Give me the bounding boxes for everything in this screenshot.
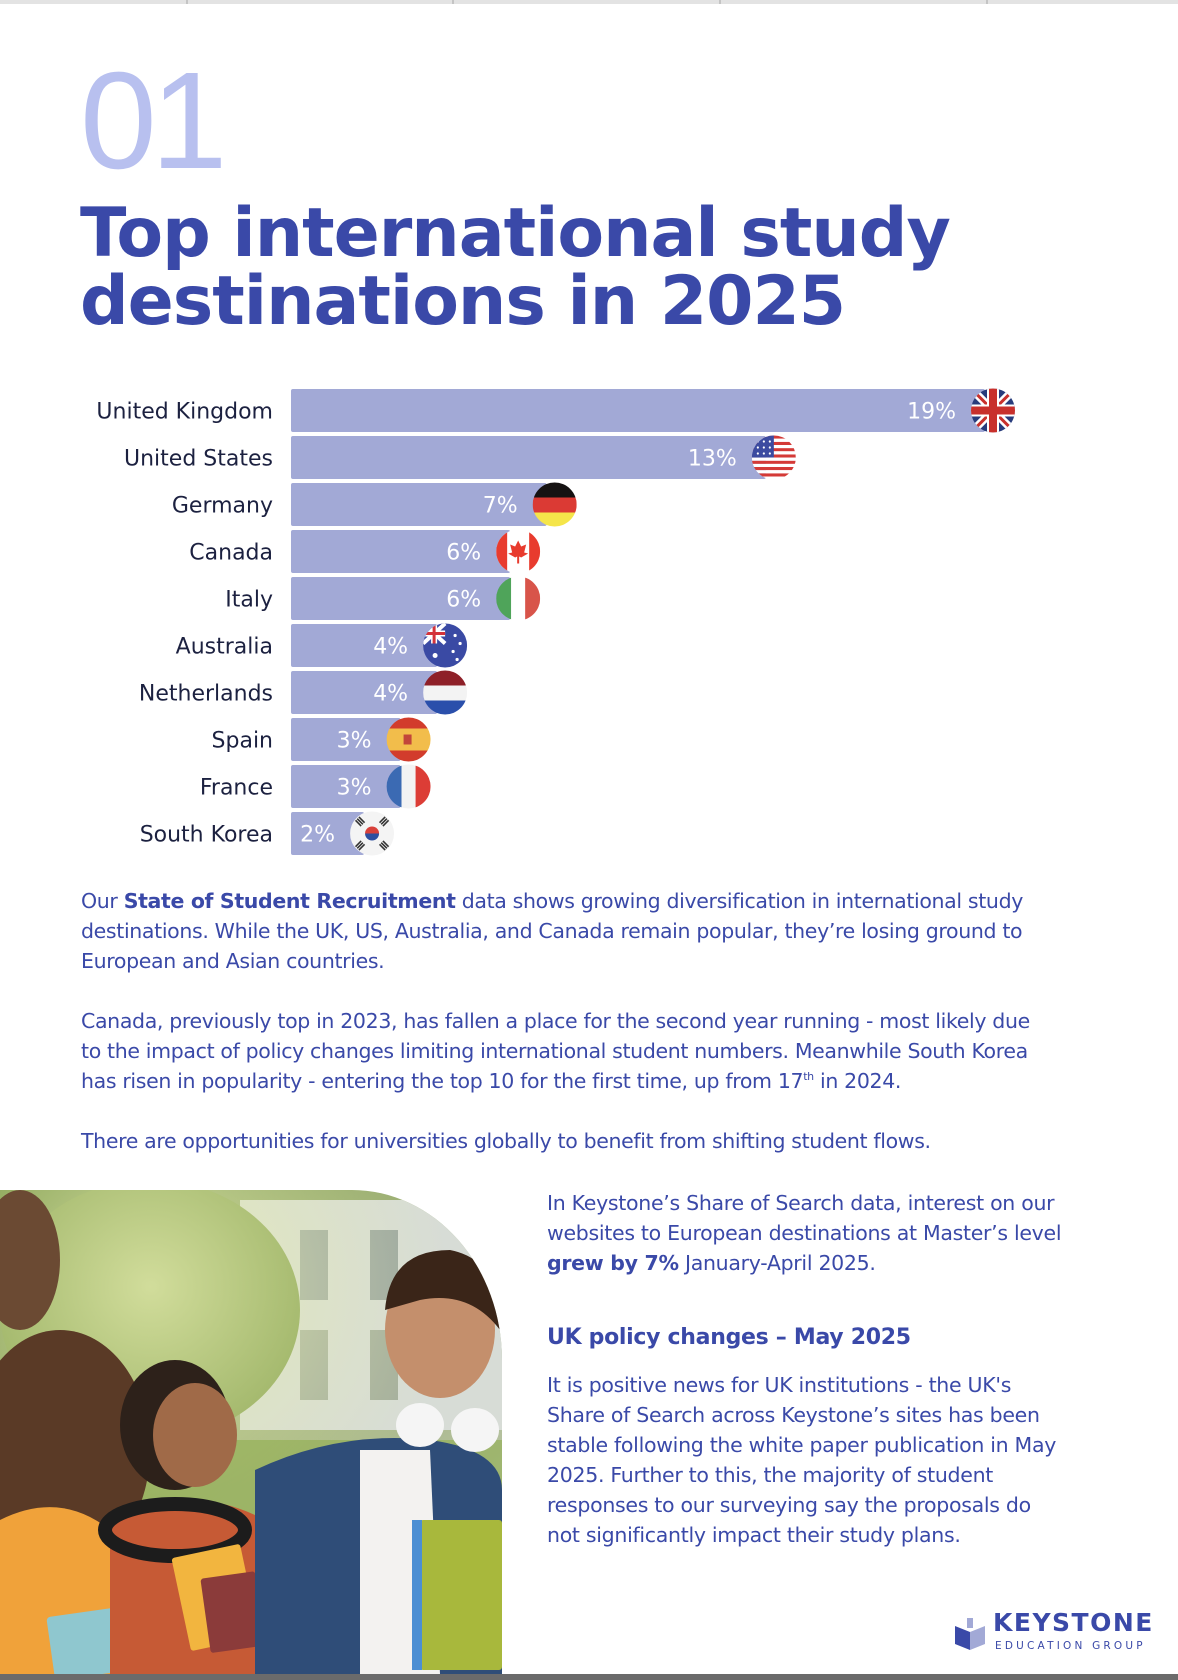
opportunities-paragraph: There are opportunities for universities… <box>81 1129 931 1153</box>
bottom-strip <box>0 1674 1178 1680</box>
value-label: 2% <box>300 823 335 848</box>
text: Our <box>81 889 124 913</box>
spain-flag-icon <box>386 717 431 762</box>
category-label: Germany <box>172 494 273 519</box>
canada-paragraph: Canada, previously top in 2023, has fall… <box>81 1006 1041 1096</box>
value-label: 6% <box>446 588 481 613</box>
section-number: 01 <box>80 44 227 198</box>
bar <box>291 624 438 667</box>
chart-row: United Kingdom 19% <box>96 388 1015 433</box>
bar <box>291 483 547 526</box>
text: January-April 2025. <box>678 1251 876 1275</box>
chart-row: Netherlands 4% <box>139 670 468 715</box>
germany-flag-icon <box>532 482 577 527</box>
uk-policy-text: It is positive news for UK institutions … <box>547 1373 1057 1547</box>
text: in 2024. <box>813 1069 902 1093</box>
netherlands-flag-icon <box>423 670 468 715</box>
keystone-logo-icon <box>955 1618 985 1650</box>
category-label: South Korea <box>140 823 273 848</box>
canada-flag-icon <box>496 529 541 574</box>
strip-tick <box>186 0 188 4</box>
value-label: 4% <box>373 682 408 707</box>
text: In Keystone’s Share of Search data, inte… <box>547 1191 1062 1245</box>
category-label: Australia <box>176 635 273 660</box>
bar <box>291 436 766 479</box>
chart-row: South Korea 2% <box>140 811 395 856</box>
category-label: Netherlands <box>139 682 273 707</box>
category-label: France <box>200 776 273 801</box>
uk-flag-icon <box>971 388 1015 433</box>
value-label: 19% <box>907 400 956 425</box>
chart-row: Australia 4% <box>176 623 468 668</box>
bar <box>291 718 401 761</box>
chart-row: United States 13% <box>124 435 796 480</box>
italy-flag-icon <box>496 576 541 621</box>
destinations-bar-chart: United Kingdom 19% United States 13% Germany… <box>96 388 1015 856</box>
report-name: State of Student Recruitment <box>123 889 456 913</box>
value-label: 3% <box>337 729 372 754</box>
us-flag-icon <box>751 435 796 480</box>
category-label: Spain <box>212 729 273 754</box>
chart-row: Spain 3% <box>212 717 431 762</box>
value-label: 4% <box>373 635 408 660</box>
growth-highlight: grew by 7% <box>547 1251 679 1275</box>
value-label: 3% <box>337 776 372 801</box>
category-label: Italy <box>225 588 273 613</box>
australia-flag-icon <box>423 623 468 668</box>
bar <box>291 389 985 432</box>
chart-row: Canada 6% <box>189 529 541 574</box>
bar <box>291 765 401 808</box>
value-label: 13% <box>688 447 737 472</box>
strip-tick <box>719 0 721 4</box>
uk-policy-heading: UK policy changes – May 2025 <box>547 1325 911 1350</box>
strip-tick <box>452 0 454 4</box>
category-label: United States <box>124 447 273 472</box>
keystone-logo: KEYSTONE EDUCATION GROUP <box>955 1608 1155 1658</box>
value-label: 6% <box>446 541 481 566</box>
top-strip <box>0 0 1178 4</box>
france-flag-icon <box>386 764 431 809</box>
text: Canada, previously top in 2023, has fall… <box>81 1009 1030 1093</box>
south-korea-flag-icon <box>350 811 395 856</box>
bar <box>291 577 511 620</box>
ordinal-suffix: th <box>803 1070 814 1083</box>
strip-tick <box>986 0 988 4</box>
logo-subtitle: EDUCATION GROUP <box>995 1640 1146 1652</box>
photo-illustration <box>0 1190 502 1674</box>
share-of-search-text: In Keystone’s Share of Search data, inte… <box>547 1188 1067 1278</box>
intro-paragraph: Our State of Student Recruitment data sh… <box>81 886 1041 976</box>
bar <box>291 530 511 573</box>
chart-row: Italy 6% <box>225 576 541 621</box>
category-label: United Kingdom <box>96 400 273 425</box>
chart-row: Germany 7% <box>172 482 577 527</box>
logo-wordmark: KEYSTONE <box>993 1608 1154 1637</box>
page-title: Top international study destinations in … <box>80 194 951 341</box>
category-label: Canada <box>189 541 273 566</box>
text: data shows growing diversification in in… <box>81 889 1024 973</box>
chart-row: France 3% <box>200 764 431 809</box>
bar <box>291 812 365 855</box>
bar <box>291 671 438 714</box>
students-photo <box>0 1190 502 1674</box>
value-label: 7% <box>483 494 518 519</box>
